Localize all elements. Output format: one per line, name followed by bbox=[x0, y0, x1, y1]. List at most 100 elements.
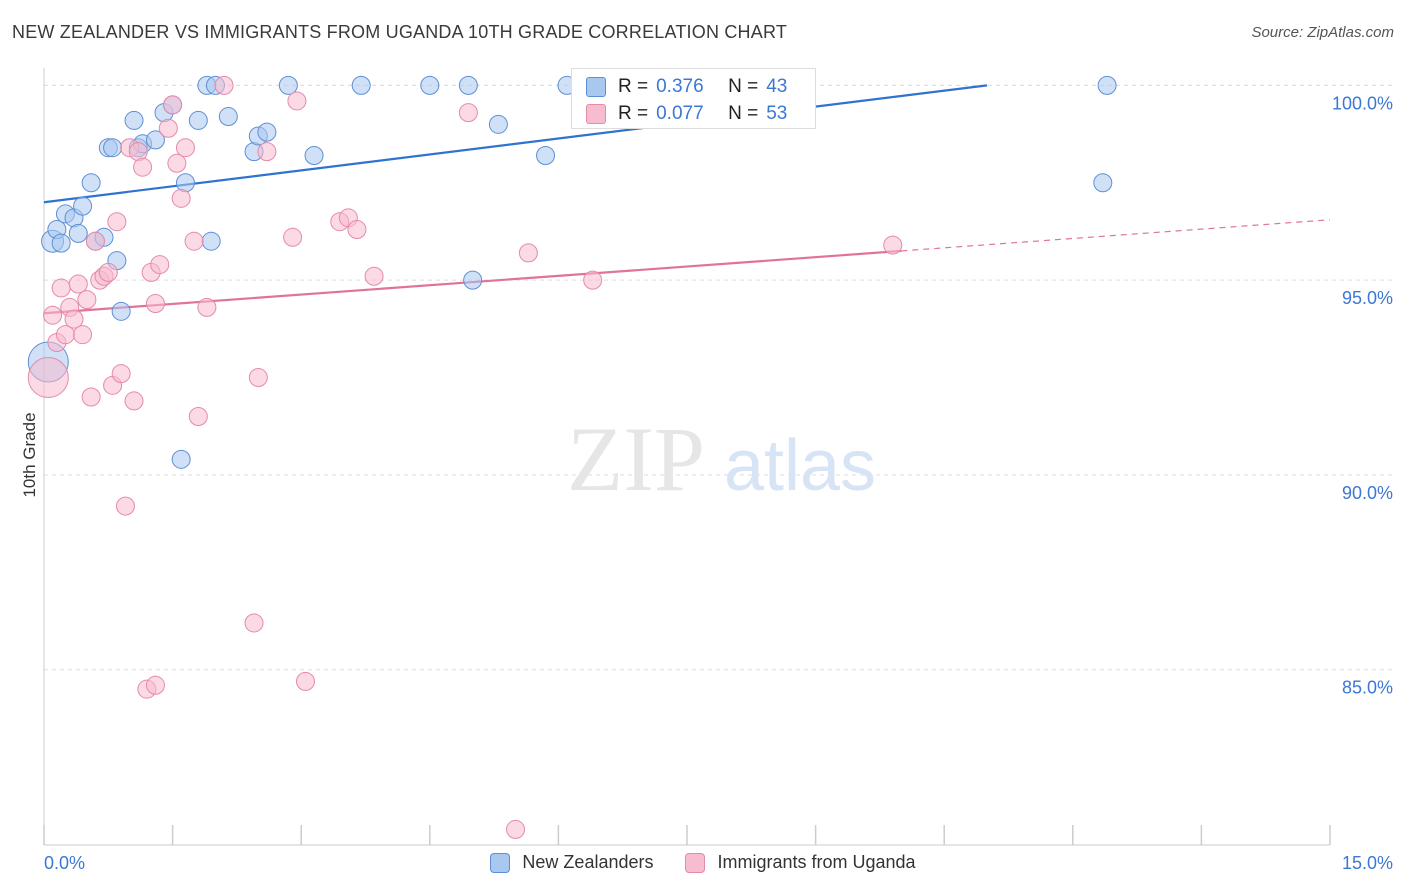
point-uganda bbox=[171, 188, 191, 208]
n-label: N = bbox=[728, 76, 759, 97]
y-tick-label: 100.0% bbox=[1332, 93, 1393, 113]
point-uganda bbox=[51, 278, 71, 298]
point-new-zealanders bbox=[188, 110, 208, 130]
r-label: R = bbox=[618, 103, 649, 124]
point-new-zealanders bbox=[145, 130, 165, 150]
swatch-pink bbox=[586, 104, 606, 124]
r-value: 0.376 bbox=[656, 76, 704, 97]
point-uganda bbox=[184, 231, 204, 251]
stats-legend: R = 0.376 N = 43 R = 0.077 N = 53 bbox=[571, 68, 816, 129]
tick-labels: 85.0% 90.0% 95.0% 100.0% 0.0% 15.0% bbox=[44, 93, 1393, 873]
point-uganda bbox=[244, 613, 264, 633]
swatch-blue bbox=[586, 77, 606, 97]
y-tick-label: 95.0% bbox=[1342, 288, 1393, 308]
point-uganda bbox=[283, 227, 303, 247]
point-uganda bbox=[188, 406, 208, 426]
point-uganda bbox=[163, 95, 183, 115]
point-new-zealanders bbox=[51, 233, 71, 253]
point-uganda bbox=[883, 235, 903, 255]
point-uganda bbox=[583, 270, 603, 290]
point-new-zealanders bbox=[351, 75, 371, 95]
point-uganda bbox=[197, 297, 217, 317]
point-uganda bbox=[518, 243, 538, 263]
source-label: Source: ZipAtlas.com bbox=[1251, 24, 1394, 41]
point-uganda bbox=[458, 103, 478, 123]
n-value: 53 bbox=[766, 103, 788, 124]
stats-row-uganda: R = 0.077 N = 53 bbox=[586, 101, 787, 127]
point-new-zealanders bbox=[103, 138, 123, 158]
point-new-zealanders bbox=[1097, 75, 1117, 95]
legend-label: Immigrants from Uganda bbox=[717, 852, 916, 872]
axes bbox=[43, 68, 1331, 846]
point-uganda bbox=[115, 496, 135, 516]
point-new-zealanders bbox=[124, 110, 144, 130]
point-uganda bbox=[506, 819, 526, 839]
point-uganda bbox=[133, 157, 153, 177]
point-new-zealanders bbox=[536, 145, 556, 165]
point-uganda bbox=[214, 75, 234, 95]
point-new-zealanders bbox=[201, 231, 221, 251]
y-tick-label: 85.0% bbox=[1342, 678, 1393, 698]
trend-line-new-zealanders bbox=[43, 84, 988, 204]
x-tick-label-max: 15.0% bbox=[1342, 853, 1393, 873]
point-uganda bbox=[158, 118, 178, 138]
stats-row-new-zealanders: R = 0.376 N = 43 bbox=[586, 74, 787, 100]
legend-swatch-blue bbox=[490, 852, 511, 873]
point-uganda bbox=[248, 368, 268, 388]
point-uganda bbox=[257, 142, 277, 162]
r-label: R = bbox=[618, 76, 649, 97]
point-uganda bbox=[64, 309, 84, 329]
watermark-atlas: atlas bbox=[724, 426, 876, 506]
point-new-zealanders bbox=[463, 270, 483, 290]
point-uganda bbox=[364, 266, 384, 286]
legend-label: New Zealanders bbox=[522, 852, 654, 872]
point-uganda bbox=[175, 138, 195, 158]
point-new-zealanders bbox=[257, 122, 277, 142]
r-value: 0.077 bbox=[656, 103, 704, 124]
point-uganda bbox=[111, 364, 131, 384]
point-uganda bbox=[77, 290, 97, 310]
chart-title: NEW ZEALANDER VS IMMIGRANTS FROM UGANDA … bbox=[12, 22, 788, 42]
point-uganda bbox=[150, 255, 170, 275]
point-uganda bbox=[145, 294, 165, 314]
point-new-zealanders bbox=[68, 223, 88, 243]
point-uganda bbox=[295, 671, 315, 691]
gridlines bbox=[44, 84, 1395, 671]
y-tick-label: 90.0% bbox=[1342, 483, 1393, 503]
legend-swatch-pink bbox=[685, 852, 706, 873]
n-value: 43 bbox=[766, 76, 788, 97]
watermark-zip: ZIP bbox=[567, 408, 705, 510]
point-uganda bbox=[145, 675, 165, 695]
point-new-zealanders bbox=[1093, 173, 1113, 193]
point-uganda bbox=[98, 262, 118, 282]
point-new-zealanders bbox=[218, 107, 238, 127]
trend-extension-uganda bbox=[901, 219, 1331, 252]
point-uganda bbox=[124, 391, 144, 411]
x-tick-label-min: 0.0% bbox=[44, 853, 85, 873]
point-uganda bbox=[73, 325, 93, 345]
n-label: N = bbox=[728, 103, 759, 124]
point-new-zealanders bbox=[81, 173, 101, 193]
point-new-zealanders bbox=[111, 301, 131, 321]
point-uganda bbox=[287, 91, 307, 111]
point-uganda bbox=[107, 212, 127, 232]
y-axis-label: 10th Grade bbox=[20, 412, 39, 498]
series-legend: New Zealanders Immigrants from Uganda bbox=[0, 852, 1406, 873]
legend-item-new-zealanders[interactable]: New Zealanders bbox=[490, 852, 653, 873]
legend-item-uganda[interactable]: Immigrants from Uganda bbox=[685, 852, 916, 873]
point-uganda bbox=[347, 220, 367, 240]
point-new-zealanders bbox=[73, 196, 93, 216]
data-points bbox=[27, 75, 1117, 839]
watermark: ZIP atlas bbox=[567, 408, 876, 510]
point-uganda bbox=[68, 274, 88, 294]
point-new-zealanders bbox=[458, 75, 478, 95]
point-new-zealanders bbox=[304, 145, 324, 165]
point-uganda bbox=[27, 357, 69, 399]
point-uganda bbox=[85, 231, 105, 251]
point-new-zealanders bbox=[488, 114, 508, 134]
point-uganda bbox=[167, 153, 187, 173]
point-new-zealanders bbox=[420, 75, 440, 95]
point-uganda bbox=[43, 305, 63, 325]
point-uganda bbox=[81, 387, 101, 407]
